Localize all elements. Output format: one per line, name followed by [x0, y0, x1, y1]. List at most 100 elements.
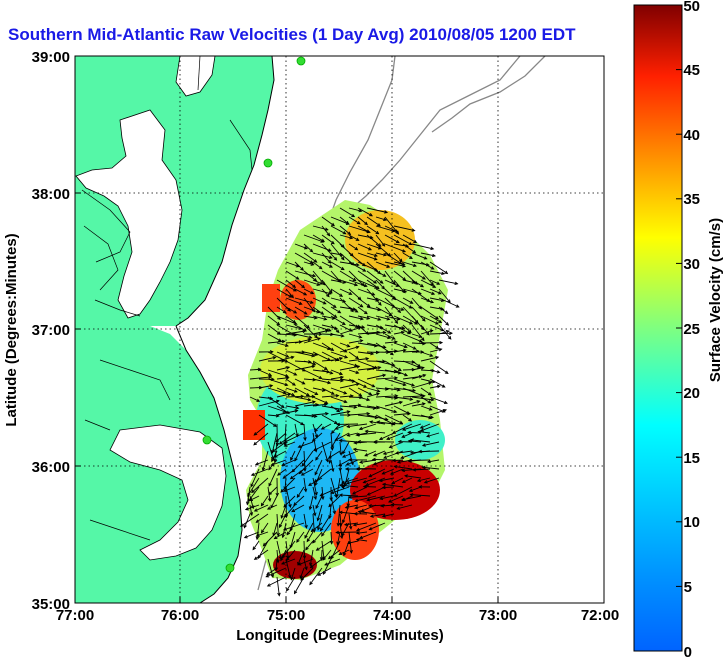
velocity-arrowhead: [291, 508, 296, 513]
velocity-arrowhead: [255, 533, 260, 537]
velocity-vector: [312, 504, 316, 516]
velocity-vector: [393, 342, 408, 348]
velocity-arrowhead: [355, 370, 360, 375]
velocity-arrowhead: [381, 482, 386, 487]
velocity-arrowhead: [289, 544, 293, 549]
velocity-vector: [279, 432, 296, 445]
velocity-vector: [438, 315, 449, 326]
velocity-vector: [366, 297, 379, 302]
velocity-arrowhead: [273, 423, 277, 427]
velocity-arrowhead: [302, 555, 307, 560]
velocity-arrowhead: [443, 400, 448, 405]
velocity-arrowhead: [397, 367, 402, 372]
velocity-vector: [312, 330, 329, 335]
velocity-vector: [330, 369, 343, 375]
velocity-vector: [294, 243, 308, 250]
velocity-arrowhead: [375, 285, 380, 290]
velocity-arrowhead: [436, 384, 441, 389]
velocity-arrowhead: [281, 339, 286, 344]
velocity-vector: [411, 297, 422, 309]
velocity-arrowhead: [348, 291, 353, 295]
velocity-vector: [312, 315, 327, 320]
velocity-arrowhead: [283, 439, 288, 443]
velocity-vector: [294, 297, 314, 304]
velocity-arrowhead: [423, 256, 428, 260]
velocity-vector: [347, 432, 359, 437]
velocity-vector: [347, 540, 359, 544]
velocity-arrowhead: [272, 356, 277, 360]
velocity-vector: [341, 477, 359, 484]
velocity-arrowhead: [335, 329, 340, 334]
velocity-arrowhead: [309, 300, 314, 304]
velocity-vector: [393, 261, 405, 265]
velocity-vector: [285, 330, 306, 335]
velocity-arrowhead: [394, 320, 399, 324]
station-marker: [202, 435, 212, 445]
velocity-vector: [312, 270, 326, 286]
velocity-arrowhead: [355, 345, 360, 350]
velocity-arrowhead: [376, 420, 381, 424]
velocity-vector: [438, 288, 451, 303]
velocity-arrowhead: [346, 343, 351, 348]
velocity-vector: [348, 339, 363, 344]
velocity-vector: [290, 567, 296, 580]
velocity-arrowhead: [268, 482, 272, 487]
velocity-vector: [438, 306, 448, 314]
velocity-arrowhead: [337, 309, 342, 314]
velocity-arrowhead: [408, 488, 413, 493]
colorbar-tick-label: 30: [683, 256, 700, 273]
velocity-arrowhead: [250, 505, 255, 510]
velocity-vector: [330, 279, 346, 284]
velocity-vector: [357, 216, 368, 225]
velocity-arrowhead: [391, 336, 396, 340]
velocity-vector: [249, 495, 254, 509]
velocity-vector: [420, 356, 439, 362]
velocity-vector: [256, 531, 269, 537]
velocity-arrowhead: [411, 228, 416, 232]
velocity-vector: [384, 360, 402, 371]
velocity-vector: [357, 225, 370, 233]
velocity-vector: [294, 378, 305, 385]
velocity-vector: [337, 531, 341, 545]
velocity-arrowhead: [354, 324, 359, 329]
velocity-arrowhead: [331, 222, 336, 227]
velocity-vector: [277, 468, 287, 476]
velocity-vector: [382, 468, 395, 475]
velocity-vector: [366, 225, 379, 235]
y-tick-label: 39:00: [32, 49, 70, 66]
velocity-arrowhead: [312, 512, 317, 517]
velocity-vector: [375, 342, 394, 356]
velocity-vector: [303, 306, 320, 313]
velocity-arrowhead: [323, 317, 328, 321]
velocity-vector: [312, 342, 331, 350]
velocity-arrowhead: [331, 391, 335, 395]
velocity-vector: [366, 207, 388, 213]
velocity-arrowhead: [371, 457, 376, 462]
velocity-arrowhead: [291, 392, 296, 397]
velocity-vector: [339, 378, 355, 382]
velocity-arrowhead: [387, 330, 392, 334]
velocity-arrowhead: [377, 317, 382, 321]
velocity-vector: [312, 351, 331, 361]
velocity-arrowhead: [349, 235, 354, 240]
velocity-arrowhead: [403, 344, 408, 349]
velocity-arrowhead: [405, 244, 410, 248]
velocity-arrowhead: [344, 355, 349, 359]
velocity-arrowhead: [394, 376, 399, 380]
velocity-vector: [321, 405, 343, 410]
velocity-vector: [366, 306, 381, 311]
velocity-vector: [384, 279, 399, 287]
velocity-arrowhead: [273, 454, 278, 458]
velocity-vector: [337, 504, 341, 526]
y-tick-label: 35:00: [32, 596, 70, 613]
velocity-vector: [348, 387, 362, 397]
velocity-arrowhead: [321, 496, 325, 501]
velocity-arrowhead: [330, 430, 335, 435]
velocity-vector: [283, 522, 305, 531]
velocity-arrowhead: [394, 340, 398, 344]
velocity-vector: [375, 306, 393, 316]
x-tick-label: 77:00: [56, 607, 94, 624]
velocity-vector: [393, 413, 411, 416]
velocity-arrowhead: [297, 562, 302, 566]
velocity-vector: [348, 261, 366, 272]
